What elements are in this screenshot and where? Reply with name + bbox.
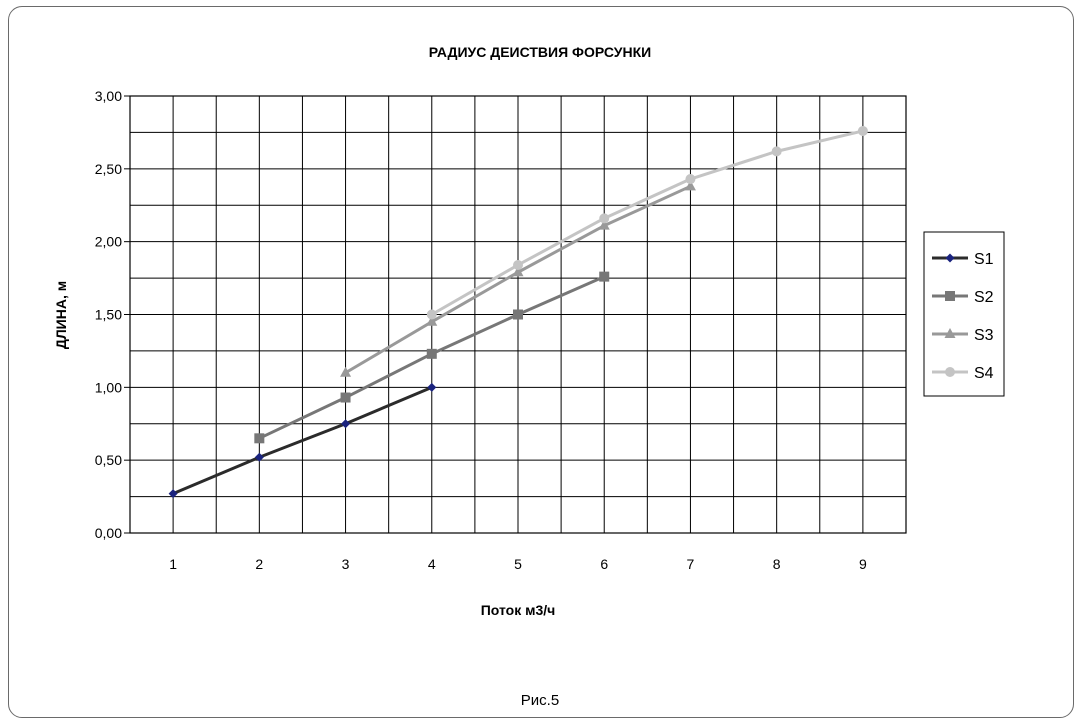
x-tick-label: 2 [255, 556, 263, 572]
y-tick-label: 2,00 [95, 234, 122, 250]
series-s4 [426, 125, 868, 320]
data-point [599, 271, 610, 282]
x-axis-ticks: 1 2 3 4 5 6 7 8 9 [169, 556, 867, 572]
x-tick-label: 9 [859, 556, 867, 572]
series-layer [168, 125, 868, 499]
legend-item: S1 [932, 251, 994, 268]
data-point [340, 366, 352, 377]
legend: S1 S2 S3 S4 [923, 231, 1005, 397]
y-tick-label: 2,50 [95, 161, 122, 177]
y-tick-label: 1,00 [95, 379, 122, 395]
x-tick-label: 6 [600, 556, 608, 572]
data-point [426, 315, 438, 326]
data-point [426, 309, 437, 320]
data-point [427, 382, 437, 392]
data-point [685, 174, 696, 185]
data-point [513, 259, 523, 270]
data-point [168, 489, 178, 499]
x-tick-label: 1 [169, 556, 177, 572]
legend-swatch-marker [945, 253, 955, 263]
grid-lines [130, 96, 906, 533]
x-axis-label: Поток м3/ч [481, 602, 556, 618]
legend-item: S4 [932, 365, 994, 382]
figure-caption: Рис.5 [521, 692, 559, 709]
data-point [512, 266, 524, 277]
data-point [426, 348, 437, 359]
y-axis-label: ДЛИНА, м [53, 281, 69, 349]
legend-label: S3 [974, 327, 994, 344]
data-point [598, 219, 610, 230]
legend-swatch-marker [944, 328, 956, 338]
legend-swatch-marker [945, 367, 955, 377]
series-s2 [254, 271, 610, 444]
series-s1 [168, 382, 437, 499]
x-tick-label: 3 [342, 556, 350, 572]
x-tick-label: 4 [428, 556, 436, 572]
data-point [771, 146, 782, 157]
data-point [513, 309, 523, 320]
data-point [684, 180, 696, 191]
y-tick-label: 0,00 [95, 525, 122, 541]
legend-label: S2 [974, 289, 994, 306]
series-line [431, 129, 864, 316]
x-tick-label: 7 [687, 556, 695, 572]
series-line [172, 385, 433, 496]
y-axis-ticks: 0,00 0,50 1,00 1,50 2,00 2,50 3,00 [95, 88, 130, 541]
chart-frame [8, 6, 1074, 718]
legend-item: S2 [932, 289, 994, 306]
legend-swatch-marker [945, 291, 955, 301]
x-tick-label: 8 [773, 556, 781, 572]
chart-title: РАДИУС ДЕИСТВИЯ ФОРСУНКИ [429, 44, 651, 60]
legend-label: S4 [974, 365, 994, 382]
x-tick-label: 5 [514, 556, 522, 572]
data-point [341, 419, 351, 429]
data-point [254, 452, 264, 462]
y-tick-label: 0,50 [95, 452, 122, 468]
data-point [599, 213, 610, 224]
series-s3 [340, 180, 696, 377]
data-point [340, 392, 351, 403]
data-point [254, 433, 265, 444]
y-tick-label: 3,00 [95, 88, 122, 104]
data-point [857, 125, 868, 136]
y-tick-label: 1,50 [95, 307, 122, 323]
legend-label: S1 [974, 251, 994, 268]
legend-item: S3 [932, 327, 994, 344]
